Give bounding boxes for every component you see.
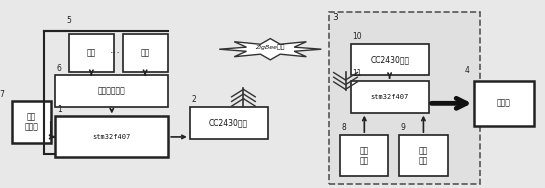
Text: 6: 6: [57, 64, 62, 73]
Bar: [475, 81, 534, 126]
Bar: [351, 44, 429, 75]
Text: 1: 1: [57, 105, 62, 114]
Text: CC2430芯片: CC2430芯片: [370, 55, 409, 64]
Text: 信号调理电路: 信号调理电路: [98, 87, 126, 96]
Text: 3: 3: [332, 13, 338, 22]
Text: 2: 2: [191, 95, 196, 104]
Bar: [56, 116, 168, 157]
Bar: [13, 102, 51, 143]
Text: ···: ···: [110, 48, 121, 58]
Bar: [329, 12, 480, 183]
Text: 10: 10: [353, 32, 362, 41]
Text: 功率
放大器: 功率 放大器: [25, 112, 39, 132]
Text: 上位机: 上位机: [497, 99, 511, 108]
Bar: [340, 135, 389, 176]
Text: 9: 9: [401, 123, 405, 132]
Bar: [69, 34, 114, 72]
Bar: [351, 81, 429, 113]
Text: ZigBee网络: ZigBee网络: [256, 45, 285, 50]
Polygon shape: [219, 39, 322, 60]
Bar: [123, 34, 168, 72]
Text: 5: 5: [66, 16, 71, 25]
Text: stm32f407: stm32f407: [93, 134, 131, 140]
Text: 8: 8: [342, 123, 347, 132]
Text: 电源
管理: 电源 管理: [360, 146, 369, 165]
Bar: [56, 75, 168, 107]
Text: stm32f407: stm32f407: [371, 94, 409, 100]
Text: 7: 7: [0, 90, 4, 99]
Text: 复位
电路: 复位 电路: [419, 146, 428, 165]
Text: CC2430芯片: CC2430芯片: [209, 118, 248, 127]
Text: 11: 11: [353, 69, 362, 78]
Bar: [190, 107, 268, 139]
Text: 探头: 探头: [141, 49, 150, 58]
Text: 4: 4: [465, 66, 470, 75]
Bar: [399, 135, 447, 176]
Text: 探头: 探头: [87, 49, 96, 58]
